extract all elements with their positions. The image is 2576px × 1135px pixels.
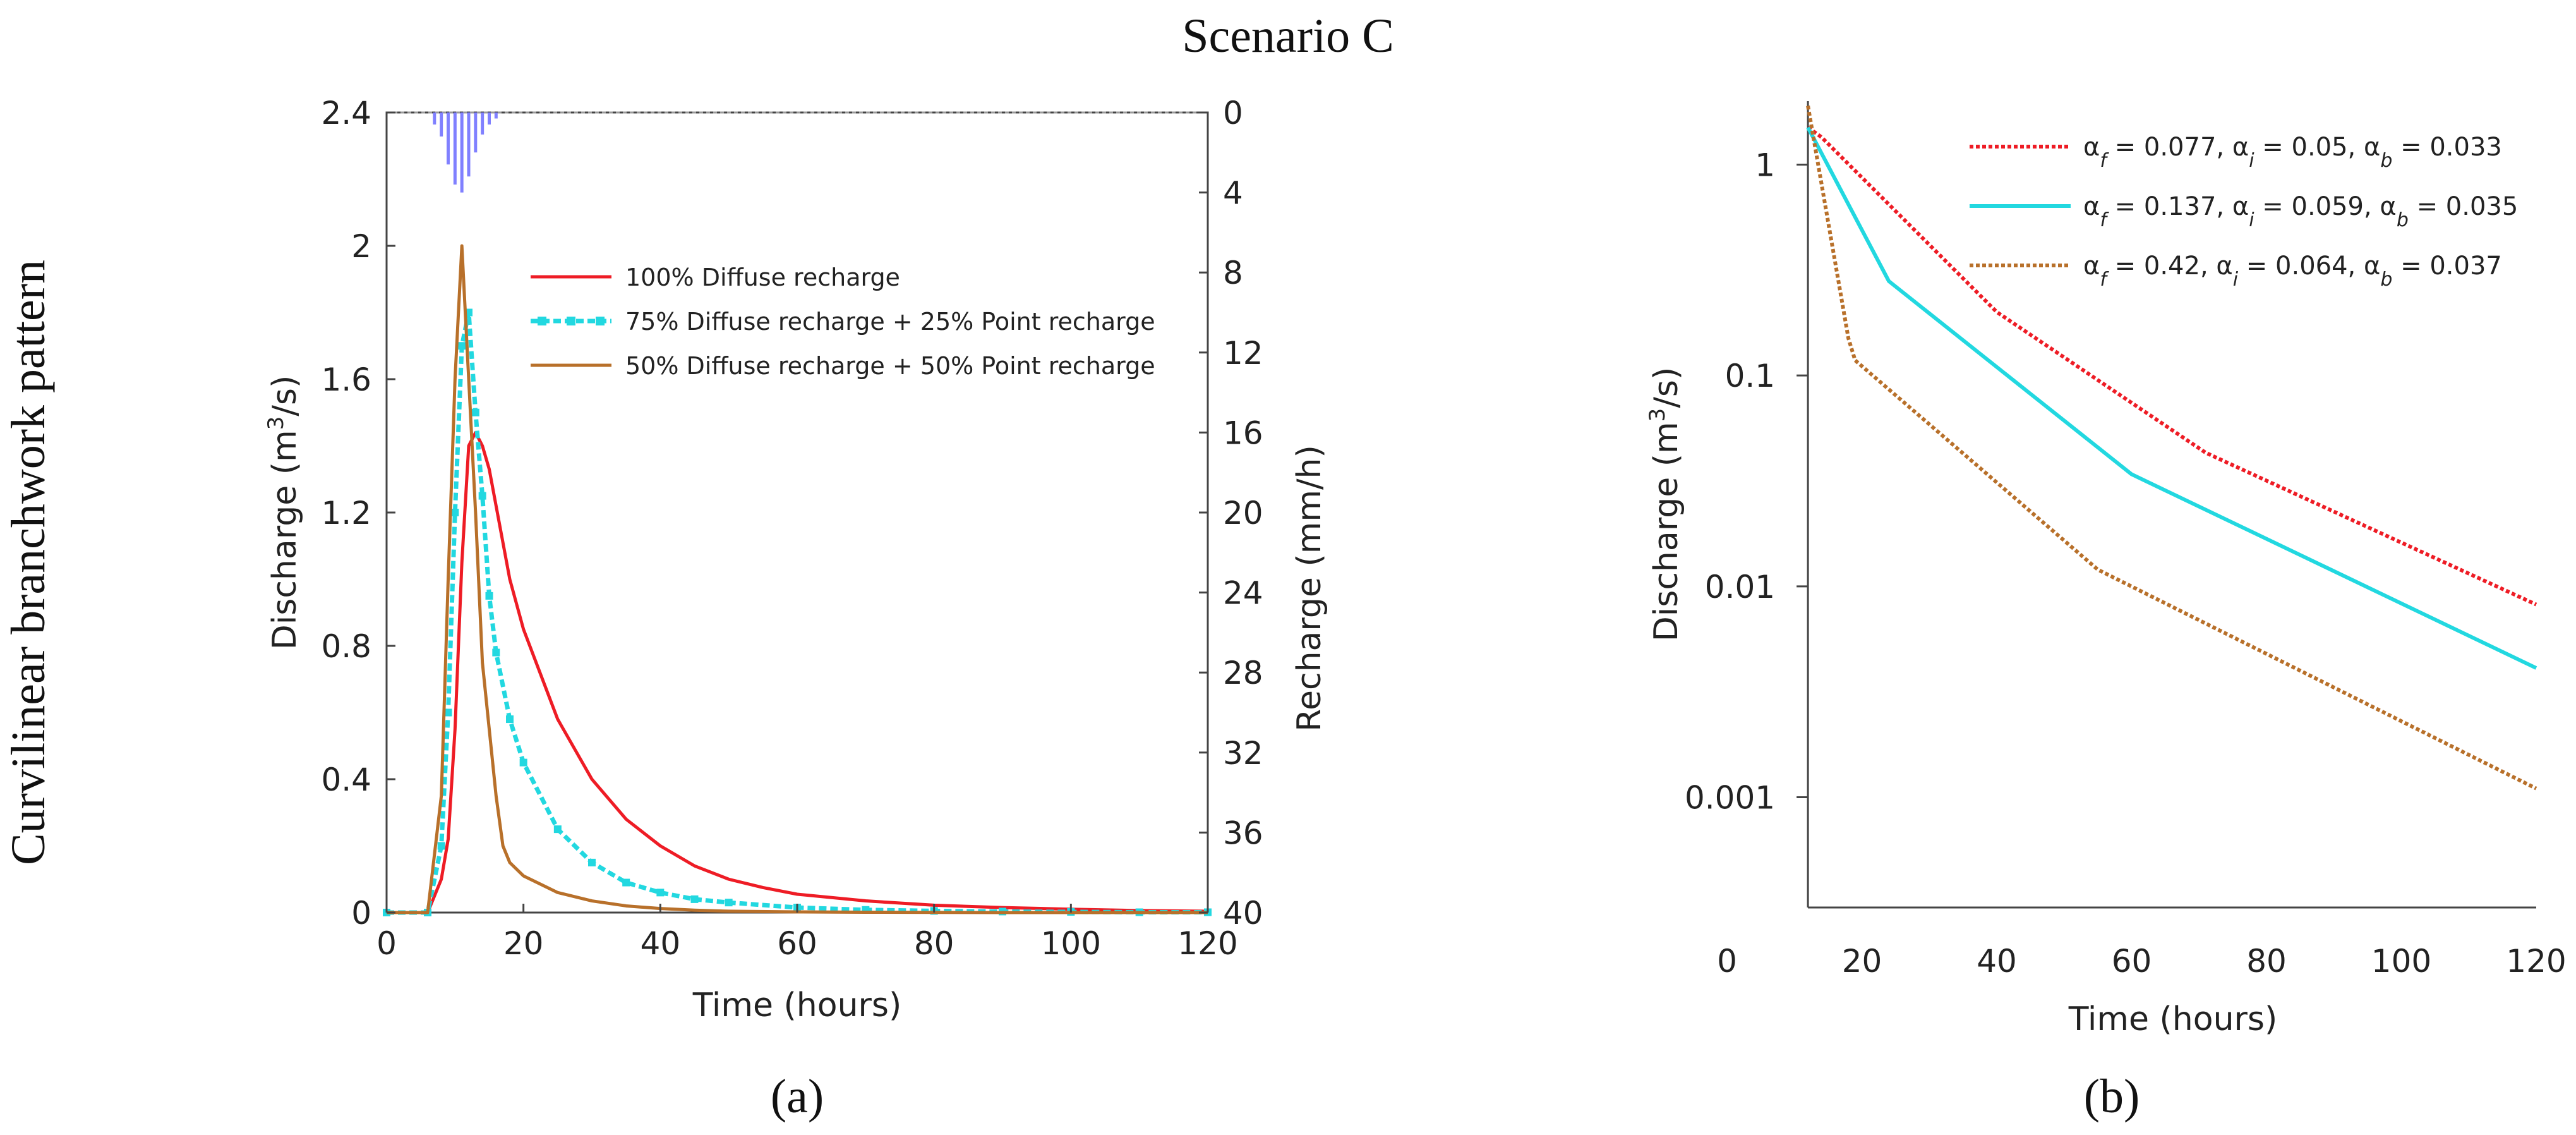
legend-marker <box>596 317 605 325</box>
y2-tick-label: 16 <box>1223 415 1263 451</box>
chart-a: 0 20 40 60 80 100 120 0 0.4 0.8 1.2 1.6 2 2.4 0 4 8 12 1… <box>263 95 1328 1024</box>
chart-b: 0 20 40 60 80 100 120 0.001 0.01 0.1 1 Time (hour… <box>1645 101 2567 1038</box>
series-marker <box>492 648 500 657</box>
chart-b-y-axis-label: Discharge (m3/s) <box>1645 367 1685 641</box>
chart-a-series <box>383 244 1212 916</box>
x-tick-label: 60 <box>2112 943 2152 980</box>
series-line-100-diffuse-recharge <box>387 430 1208 914</box>
y-tick-label: 0 <box>351 895 371 932</box>
chart-a-plot-frame <box>385 111 1209 914</box>
series-marker <box>485 592 493 600</box>
series-line-f-0-137-i-0-059-b-0-035 <box>1806 126 2537 670</box>
y2-tick-label: 36 <box>1223 815 1263 851</box>
series-marker <box>478 492 486 500</box>
legend-marker <box>567 317 575 325</box>
chart-b-legend: αf = 0.077, αi = 0.05, αb = 0.033 αf = 0.… <box>1970 133 2518 291</box>
legend-marker <box>538 317 546 325</box>
series-line-50-diffuse-recharge-50-point-recharge <box>387 244 1208 914</box>
chart-a-x-ticks: 0 20 40 60 80 100 120 <box>376 904 1238 962</box>
series-marker <box>656 889 665 897</box>
chart-a-y2-ticks: 0 4 8 12 16 20 24 28 32 36 40 <box>1199 95 1263 932</box>
y2-tick-label: 8 <box>1223 255 1243 291</box>
chart-a-y2-axis-label: Recharge (mm/h) <box>1291 445 1328 732</box>
x-tick-label: 100 <box>1041 925 1101 962</box>
row-label: Curvilinear branchwork pattern <box>2 260 55 865</box>
chart-a-x-axis-label: Time (hours) <box>692 986 902 1024</box>
y-tick-label: 1.6 <box>321 361 371 398</box>
series-marker <box>506 715 514 724</box>
x-tick-label: 120 <box>1177 925 1237 962</box>
x-tick-label: 0 <box>376 925 397 962</box>
legend-label: 50% Diffuse recharge + 50% Point recharg… <box>625 352 1155 380</box>
chart-b-series <box>1806 105 2537 791</box>
y-tick-label: 0.8 <box>321 628 371 665</box>
series-line-f-0-42-i-0-064-b-0-037 <box>1806 105 2537 791</box>
series-marker <box>622 878 630 887</box>
series-marker <box>444 708 452 717</box>
figure-title: Scenario C <box>1182 9 1394 63</box>
y-tick-label: 0.01 <box>1705 569 1775 605</box>
y2-tick-label: 20 <box>1223 495 1263 531</box>
series-line-75-diffuse-recharge-25-point-recharge <box>387 310 1208 915</box>
panel-b-label: (b) <box>2084 1070 2140 1123</box>
y2-tick-label: 0 <box>1223 95 1243 131</box>
y-tick-label: 0.001 <box>1685 780 1775 816</box>
chart-b-x-ticks: 0 20 40 60 80 100 120 <box>1717 943 2567 980</box>
x-tick-label: 40 <box>1977 943 2017 980</box>
x-tick-label: 20 <box>503 925 544 962</box>
x-tick-label: 40 <box>641 925 681 962</box>
y-tick-label: 1 <box>1755 147 1775 183</box>
chart-b-y-ticks: 0.001 0.01 0.1 1 <box>1685 147 1809 816</box>
y2-tick-label: 4 <box>1223 175 1243 212</box>
series-marker <box>519 758 527 767</box>
chart-a-y-ticks: 0 0.4 0.8 1.2 1.6 2 2.4 <box>321 95 395 932</box>
x-tick-label: 0 <box>1717 943 1737 980</box>
y-tick-label: 1.2 <box>321 495 371 531</box>
chart-a-y-axis-label: Discharge (m3/s) <box>263 375 304 650</box>
x-tick-label: 60 <box>777 925 817 962</box>
series-marker <box>690 895 699 903</box>
y2-tick-label: 40 <box>1223 895 1263 932</box>
series-marker <box>437 842 445 850</box>
series-marker <box>553 825 562 834</box>
y2-tick-label: 32 <box>1223 735 1263 772</box>
series-marker <box>471 408 479 416</box>
legend-label: αf = 0.077, αi = 0.05, αb = 0.033 <box>2083 133 2502 172</box>
y-tick-label: 2 <box>351 228 371 265</box>
y-tick-label: 0.4 <box>321 762 371 798</box>
panel-a-label: (a) <box>771 1070 824 1123</box>
chart-b-x-axis-label: Time (hours) <box>2068 1000 2278 1038</box>
series-marker <box>725 899 733 907</box>
series-marker <box>588 858 596 866</box>
chart-a-legend: 100% Diffuse recharge 75% Diffuse recharg… <box>531 264 1155 380</box>
legend-label: αf = 0.42, αi = 0.064, αb = 0.037 <box>2083 252 2502 291</box>
x-tick-label: 80 <box>2246 943 2287 980</box>
legend-label: 100% Diffuse recharge <box>625 264 900 291</box>
x-tick-label: 120 <box>2506 943 2566 980</box>
y2-tick-label: 28 <box>1223 655 1263 691</box>
series-marker <box>458 342 466 350</box>
series-marker <box>451 509 459 516</box>
y-tick-label: 0.1 <box>1725 358 1776 394</box>
legend-label: 75% Diffuse recharge + 25% Point recharg… <box>625 308 1155 336</box>
x-tick-label: 100 <box>2371 943 2431 980</box>
legend-label: αf = 0.137, αi = 0.059, αb = 0.035 <box>2083 192 2518 231</box>
y2-tick-label: 24 <box>1223 575 1263 612</box>
recharge-bars <box>433 112 498 193</box>
x-tick-label: 20 <box>1842 943 1882 980</box>
x-tick-label: 80 <box>914 925 954 962</box>
y2-tick-label: 12 <box>1223 335 1263 372</box>
y-tick-label: 2.4 <box>321 95 371 131</box>
